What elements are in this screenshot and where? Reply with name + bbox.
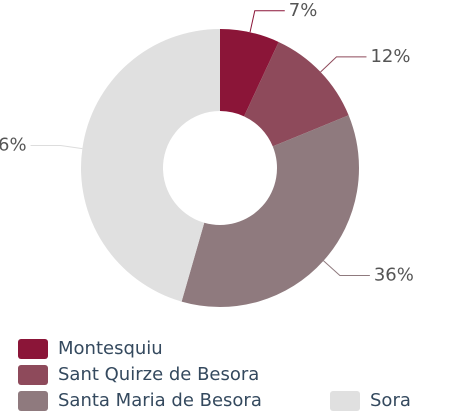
slice xyxy=(181,115,359,308)
legend-swatch xyxy=(18,391,48,411)
value-label: 46% xyxy=(0,135,27,156)
legend-swatch xyxy=(18,365,48,385)
legend-swatch xyxy=(18,339,48,359)
slice xyxy=(80,29,220,302)
legend-label: Montesquiu xyxy=(58,338,163,359)
leader-line xyxy=(249,10,285,33)
leader-line xyxy=(320,56,367,73)
slice xyxy=(244,41,349,147)
leader-line xyxy=(30,145,83,150)
leader-line xyxy=(323,260,370,276)
value-label: 7% xyxy=(289,0,318,21)
value-label: 12% xyxy=(370,46,410,67)
legend-label: Santa Maria de Besora xyxy=(58,390,262,411)
value-label: 36% xyxy=(374,264,414,285)
legend-label: Sora xyxy=(370,390,411,411)
slice xyxy=(220,29,279,117)
legend-label: Sant Quirze de Besora xyxy=(58,364,259,385)
legend-swatch xyxy=(330,391,360,411)
